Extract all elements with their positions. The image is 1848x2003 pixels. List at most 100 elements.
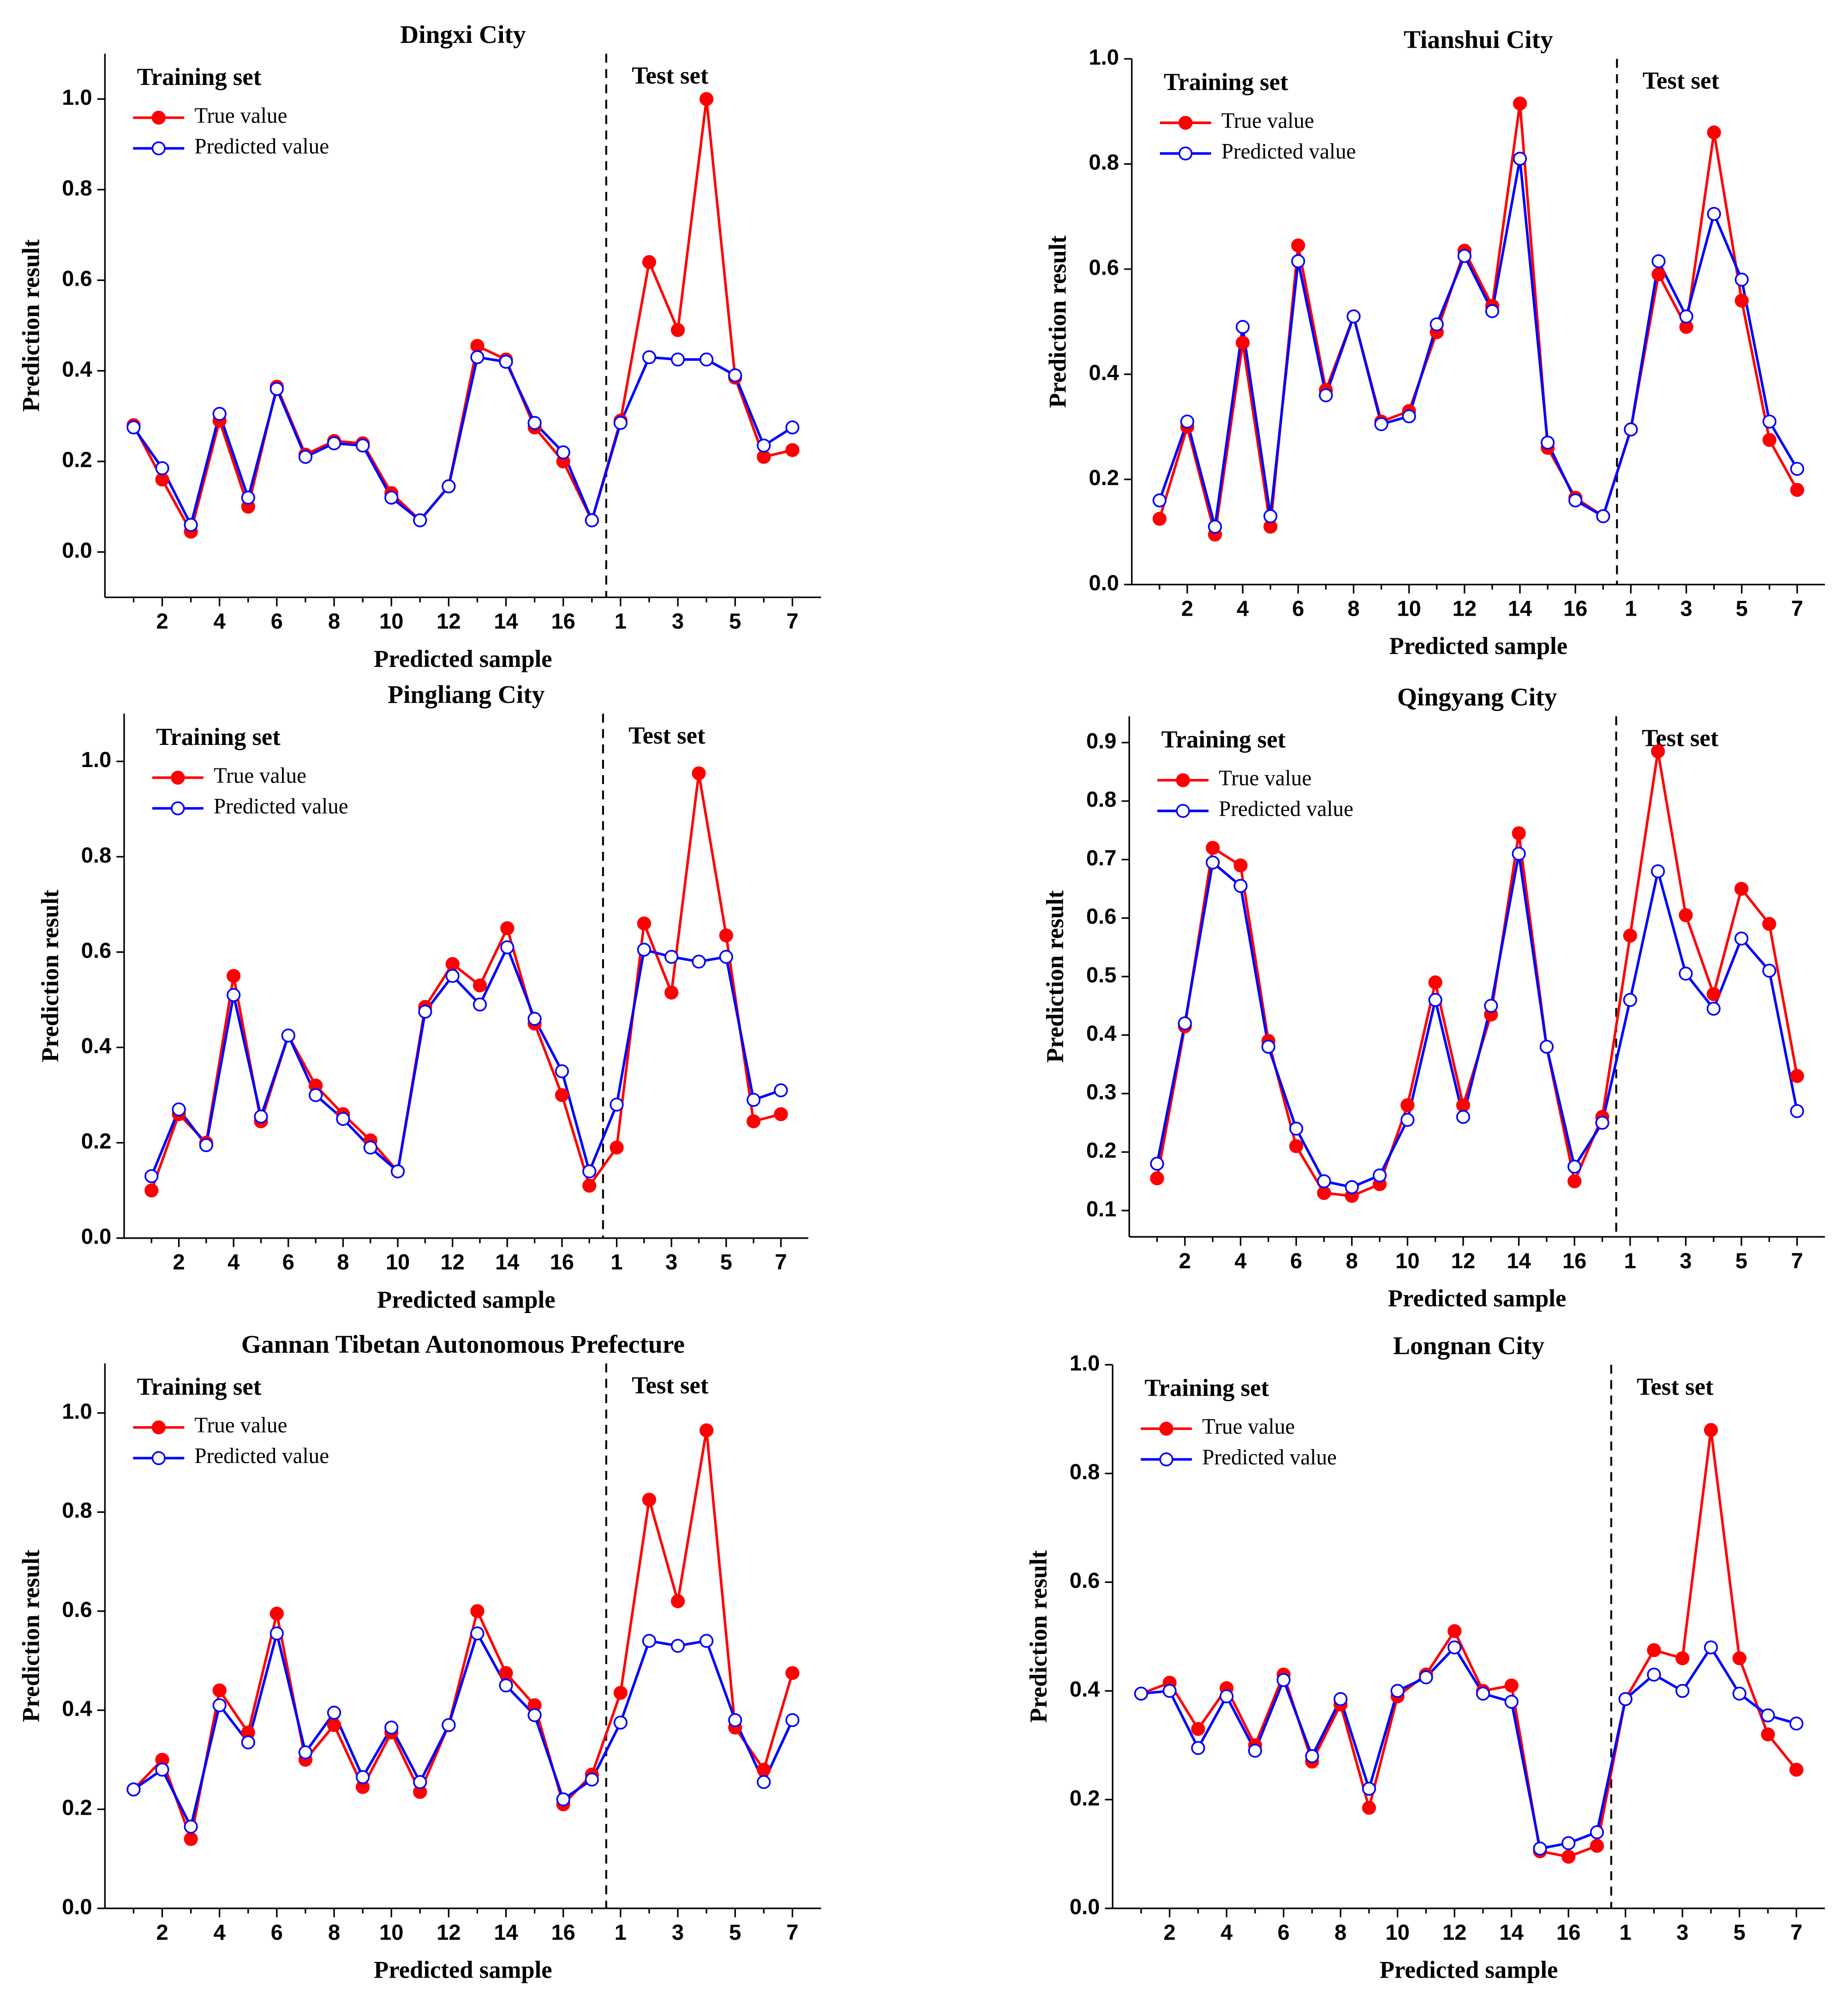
x-tick-label: 14 (1500, 1920, 1524, 1944)
data-point (1362, 1800, 1376, 1815)
training-label: Training set (137, 1373, 262, 1400)
y-tick-label: 0.5 (1086, 962, 1117, 987)
x-tick-label: 12 (437, 609, 461, 633)
data-point (1484, 999, 1498, 1013)
series-line (132, 355, 793, 529)
data-point (1402, 409, 1416, 424)
x-tick-label: 10 (1386, 1920, 1410, 1944)
test-label: Test set (1637, 1373, 1714, 1400)
x-tick-label: 12 (1442, 1920, 1466, 1944)
data-point (1319, 388, 1333, 402)
x-tick-label: 12 (440, 1250, 464, 1274)
chart-title: Pingliang City (388, 680, 544, 708)
data-point (1236, 320, 1250, 334)
x-axis-label: Predicted sample (1388, 1285, 1566, 1312)
legend-marker (171, 770, 185, 785)
data-point (1419, 1670, 1433, 1685)
data-point (445, 957, 460, 971)
x-tick-label: 16 (551, 1920, 575, 1944)
data-point (1762, 433, 1776, 447)
data-point (1596, 509, 1610, 523)
data-point (241, 1735, 255, 1750)
data-point (1734, 882, 1749, 896)
legend-marker (1178, 146, 1193, 161)
data-point (1206, 855, 1220, 870)
y-tick-label: 0.6 (1086, 904, 1117, 929)
data-point (470, 350, 484, 365)
data-point (610, 1140, 624, 1155)
data-point (336, 1112, 350, 1126)
x-tick-label: 3 (672, 1920, 684, 1944)
data-point (1162, 1684, 1177, 1698)
y-axis-label: Prediction result (18, 239, 44, 412)
data-point (1513, 151, 1527, 166)
data-point (184, 1819, 198, 1834)
data-point (155, 1763, 169, 1777)
legend-label: Predicted value (1202, 1445, 1337, 1469)
data-point (1447, 1624, 1462, 1638)
data-point (1734, 931, 1749, 946)
data-point (445, 969, 460, 983)
data-point (746, 1114, 761, 1128)
data-point (728, 368, 742, 383)
data-point (1150, 1171, 1164, 1186)
data-point (1456, 1098, 1471, 1112)
data-point (269, 382, 284, 396)
y-tick-label: 0.8 (1070, 1459, 1100, 1484)
data-point (1476, 1686, 1490, 1701)
data-point (1761, 1708, 1775, 1722)
panel: Longnan City Predicted sample Prediction r… (1025, 1331, 1825, 1984)
data-point (1178, 1016, 1192, 1031)
data-point (254, 1109, 268, 1124)
x-tick-label: 12 (1451, 1248, 1475, 1273)
x-tick-label: 10 (1395, 1248, 1419, 1273)
data-point (500, 940, 514, 954)
data-point (269, 1626, 284, 1641)
x-tick-label: 1 (1620, 1920, 1632, 1944)
data-point (1568, 493, 1583, 508)
series-line (1141, 1645, 1797, 1850)
x-tick-label: 16 (1563, 596, 1587, 620)
data-point (126, 420, 141, 435)
y-tick-label: 0.0 (1070, 1894, 1100, 1919)
data-point (390, 1164, 405, 1179)
x-tick-label: 7 (775, 1250, 787, 1274)
data-point (298, 1745, 313, 1759)
data-point (728, 1713, 742, 1727)
x-tick-label: 4 (214, 609, 226, 633)
training-label: Training set (156, 724, 281, 750)
data-point (1533, 1841, 1547, 1856)
data-point (1289, 1121, 1304, 1136)
x-axis-label: Predicted sample (377, 1286, 555, 1313)
data-point (1567, 1159, 1582, 1174)
data-point (212, 1683, 227, 1697)
data-point (298, 450, 313, 464)
data-point (1206, 841, 1220, 855)
x-tick-label: 4 (227, 1250, 239, 1274)
data-point (281, 1028, 295, 1043)
series-line (1158, 158, 1799, 527)
data-point (1305, 1749, 1319, 1763)
data-point (1675, 1651, 1690, 1666)
x-tick-label: 7 (1791, 596, 1803, 620)
data-point (1390, 1684, 1405, 1698)
data-point (1150, 1157, 1164, 1171)
chart-title: Gannan Tibetan Autonomous Prefecture (241, 1330, 685, 1358)
data-point (1790, 462, 1804, 476)
legend-label: Predicted value (214, 794, 348, 818)
data-point (144, 1169, 159, 1183)
data-point (642, 1493, 657, 1507)
x-tick-label: 16 (1562, 1248, 1586, 1273)
data-point (785, 1666, 800, 1680)
data-point (1761, 1727, 1775, 1742)
x-axis-label: Predicted sample (374, 646, 552, 672)
data-point (1704, 1423, 1718, 1437)
data-point (1334, 1692, 1348, 1706)
x-tick-label: 2 (173, 1250, 185, 1274)
data-point (699, 1634, 714, 1648)
x-tick-label: 10 (379, 1920, 403, 1944)
legend-label: True value (1221, 109, 1314, 133)
data-point (582, 1178, 597, 1193)
data-point (1429, 317, 1444, 331)
data-point (499, 354, 513, 369)
